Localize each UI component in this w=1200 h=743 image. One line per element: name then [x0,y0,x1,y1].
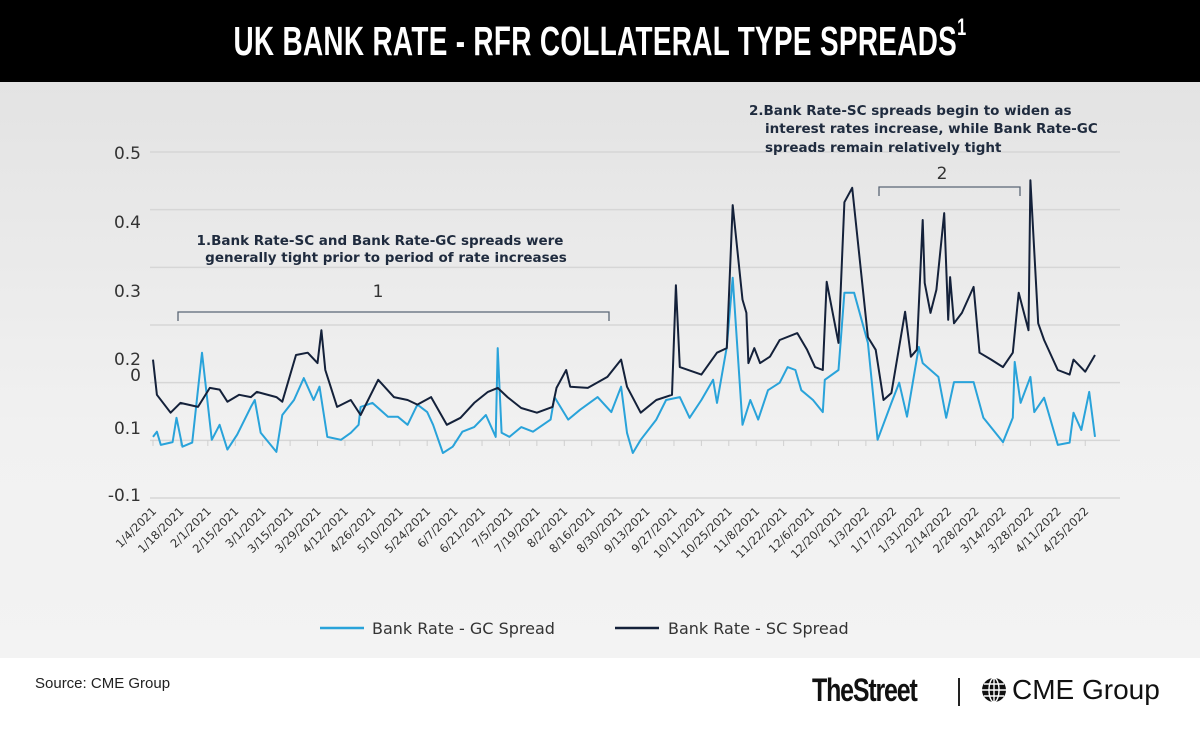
legend-label-sc: Bank Rate - SC Spread [668,619,849,638]
annotation-1-line-1: 1.Bank Rate-SC and Bank Rate-GC spreads … [197,233,564,249]
annotation-1-line-2: generally tight prior to period of rate … [205,250,567,266]
cme-group-logo: CME Group [980,674,1160,706]
bracket-1-label: 1 [373,282,384,302]
y-tick-label: 0 [130,366,141,386]
y-tick-label: 0.4 [114,213,141,233]
bracket-2-label: 2 [937,164,948,184]
cme-group-logo-text: CME Group [1012,674,1160,705]
logo-divider [958,678,960,706]
gc-spread-line [152,276,1096,454]
sc-spread-line [152,179,1096,426]
gridlines [150,151,1120,499]
y-tick-label: 0.2 [114,350,141,370]
source-note: Source: CME Group [35,675,171,692]
bracket-2 [878,186,1021,196]
annotation-2-line-1: 2.Bank Rate-SC spreads begin to widen as [749,103,1072,119]
thestreet-logo: TheStreet [812,672,918,708]
bracket-1 [177,311,610,321]
y-axis-labels: 0.5 0.4 0.3 0.20 0.1 -0.1 [108,144,141,506]
chart-title: UK BANK RATE - RFR COLLATERAL TYPE SPREA… [192,14,1008,65]
annotations: 1.Bank Rate-SC and Bank Rate-GC spreads … [177,103,1098,321]
chart-title-text: UK BANK RATE - RFR COLLATERAL TYPE SPREA… [233,18,958,64]
legend-label-gc: Bank Rate - GC Spread [372,619,555,638]
y-tick-label: 0.3 [114,282,141,302]
annotation-2-line-2: interest rates increase, while Bank Rate… [765,121,1098,137]
x-axis-labels: 1/4/20211/18/20212/1/20212/15/20213/1/20… [113,440,1091,561]
globe-icon [982,677,1006,703]
title-bar: UK BANK RATE - RFR COLLATERAL TYPE SPREA… [0,0,1200,82]
y-tick-label: 0.1 [114,419,141,439]
y-tick-label: -0.1 [108,486,141,506]
series-lines [152,179,1096,454]
legend: Bank Rate - GC Spread Bank Rate - SC Spr… [320,619,849,638]
y-tick-label: 0.5 [114,144,141,164]
title-footnote-marker: 1 [957,14,967,41]
annotation-2-line-3: spreads remain relatively tight [765,140,1002,156]
